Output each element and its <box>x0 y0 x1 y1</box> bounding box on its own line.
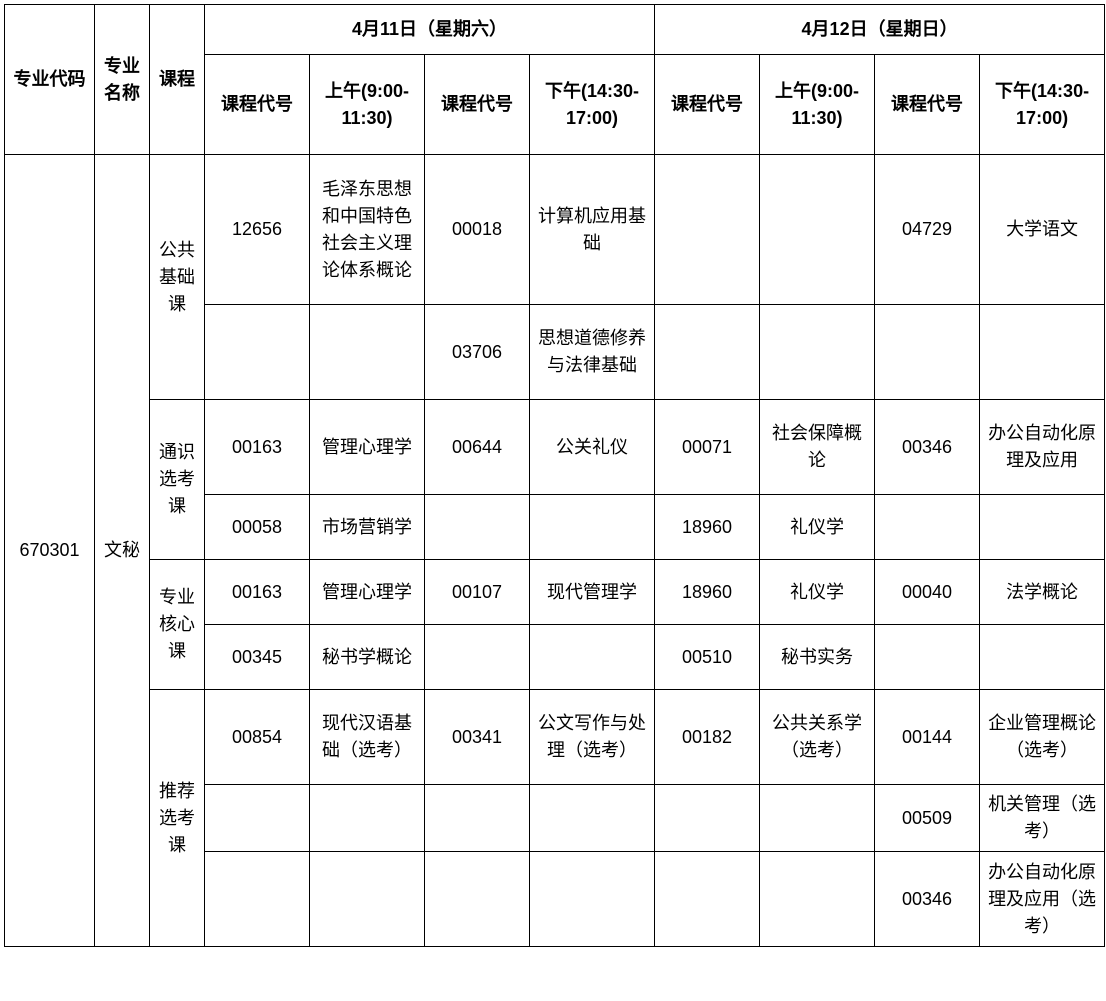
cell-code <box>425 852 530 947</box>
hdr-course-type: 课程 <box>150 5 205 155</box>
cell-code: 00644 <box>425 400 530 495</box>
hdr-major-code: 专业代码 <box>5 5 95 155</box>
cell-code <box>875 625 980 690</box>
hdr-day2: 4月12日（星期日） <box>655 5 1105 55</box>
cell-code: 18960 <box>655 495 760 560</box>
cell-course-type-general: 通识选考课 <box>150 400 205 560</box>
cell-course: 公共关系学（选考） <box>760 690 875 785</box>
table-row: 推荐选考课 00854 现代汉语基础（选考） 00341 公文写作与处理（选考）… <box>5 690 1105 785</box>
cell-code: 00341 <box>425 690 530 785</box>
cell-code: 00182 <box>655 690 760 785</box>
cell-code <box>205 785 310 852</box>
table-row: 670301 文秘 公共基础课 12656 毛泽东思想和中国特色社会主义理论体系… <box>5 155 1105 305</box>
cell-course: 法学概论 <box>980 560 1105 625</box>
cell-major-code: 670301 <box>5 155 95 947</box>
cell-course: 大学语文 <box>980 155 1105 305</box>
cell-course-type-public: 公共基础课 <box>150 155 205 400</box>
cell-code: 00345 <box>205 625 310 690</box>
cell-course: 秘书实务 <box>760 625 875 690</box>
cell-course <box>310 852 425 947</box>
hdr-d1-pm-code: 课程代号 <box>425 55 530 155</box>
hdr-d2-pm-code: 课程代号 <box>875 55 980 155</box>
cell-code: 04729 <box>875 155 980 305</box>
cell-code <box>425 625 530 690</box>
cell-course <box>310 785 425 852</box>
cell-course <box>760 785 875 852</box>
cell-code: 00144 <box>875 690 980 785</box>
hdr-day1: 4月11日（星期六） <box>205 5 655 55</box>
cell-course: 办公自动化原理及应用 <box>980 400 1105 495</box>
hdr-d2-am-code: 课程代号 <box>655 55 760 155</box>
cell-code <box>205 852 310 947</box>
cell-course: 公关礼仪 <box>530 400 655 495</box>
cell-course: 市场营销学 <box>310 495 425 560</box>
cell-course <box>530 625 655 690</box>
cell-course <box>760 155 875 305</box>
cell-course: 社会保障概论 <box>760 400 875 495</box>
hdr-d2-pm: 下午(14:30-17:00) <box>980 55 1105 155</box>
cell-course: 计算机应用基础 <box>530 155 655 305</box>
cell-code: 00346 <box>875 852 980 947</box>
cell-course <box>310 305 425 400</box>
cell-course: 礼仪学 <box>760 495 875 560</box>
table-row: 专业核心课 00163 管理心理学 00107 现代管理学 18960 礼仪学 … <box>5 560 1105 625</box>
cell-course: 现代汉语基础（选考） <box>310 690 425 785</box>
cell-code: 00058 <box>205 495 310 560</box>
cell-code: 00071 <box>655 400 760 495</box>
cell-code <box>655 785 760 852</box>
cell-code: 00163 <box>205 560 310 625</box>
cell-course: 企业管理概论（选考） <box>980 690 1105 785</box>
cell-code <box>655 305 760 400</box>
cell-course <box>530 852 655 947</box>
cell-course <box>980 625 1105 690</box>
cell-course: 办公自动化原理及应用（选考） <box>980 852 1105 947</box>
table-row: 通识选考课 00163 管理心理学 00644 公关礼仪 00071 社会保障概… <box>5 400 1105 495</box>
cell-code <box>875 305 980 400</box>
cell-course: 毛泽东思想和中国特色社会主义理论体系概论 <box>310 155 425 305</box>
cell-code <box>655 852 760 947</box>
cell-code: 00346 <box>875 400 980 495</box>
cell-code: 18960 <box>655 560 760 625</box>
cell-code <box>875 495 980 560</box>
cell-course: 公文写作与处理（选考） <box>530 690 655 785</box>
cell-major-name: 文秘 <box>95 155 150 947</box>
cell-code: 00510 <box>655 625 760 690</box>
hdr-d2-am: 上午(9:00-11:30) <box>760 55 875 155</box>
cell-course <box>980 495 1105 560</box>
cell-code: 00163 <box>205 400 310 495</box>
hdr-d1-am-code: 课程代号 <box>205 55 310 155</box>
cell-course-type-recommended: 推荐选考课 <box>150 690 205 947</box>
cell-course: 管理心理学 <box>310 400 425 495</box>
cell-course <box>530 785 655 852</box>
cell-course: 秘书学概论 <box>310 625 425 690</box>
cell-code: 00854 <box>205 690 310 785</box>
cell-code: 03706 <box>425 305 530 400</box>
cell-code <box>205 305 310 400</box>
cell-code: 12656 <box>205 155 310 305</box>
hdr-major-name: 专业名称 <box>95 5 150 155</box>
cell-course <box>980 305 1105 400</box>
cell-code: 00018 <box>425 155 530 305</box>
cell-course <box>760 305 875 400</box>
cell-code <box>425 785 530 852</box>
cell-course: 机关管理（选考） <box>980 785 1105 852</box>
cell-course <box>530 495 655 560</box>
cell-code: 00509 <box>875 785 980 852</box>
cell-course: 思想道德修养与法律基础 <box>530 305 655 400</box>
cell-course: 管理心理学 <box>310 560 425 625</box>
hdr-d1-am: 上午(9:00-11:30) <box>310 55 425 155</box>
cell-course-type-core: 专业核心课 <box>150 560 205 690</box>
cell-course <box>760 852 875 947</box>
schedule-table: 专业代码 专业名称 课程 4月11日（星期六） 4月12日（星期日） 课程代号 … <box>4 4 1105 947</box>
cell-code <box>425 495 530 560</box>
cell-course: 现代管理学 <box>530 560 655 625</box>
hdr-d1-pm: 下午(14:30-17:00) <box>530 55 655 155</box>
cell-code: 00107 <box>425 560 530 625</box>
cell-code <box>655 155 760 305</box>
cell-course: 礼仪学 <box>760 560 875 625</box>
cell-code: 00040 <box>875 560 980 625</box>
